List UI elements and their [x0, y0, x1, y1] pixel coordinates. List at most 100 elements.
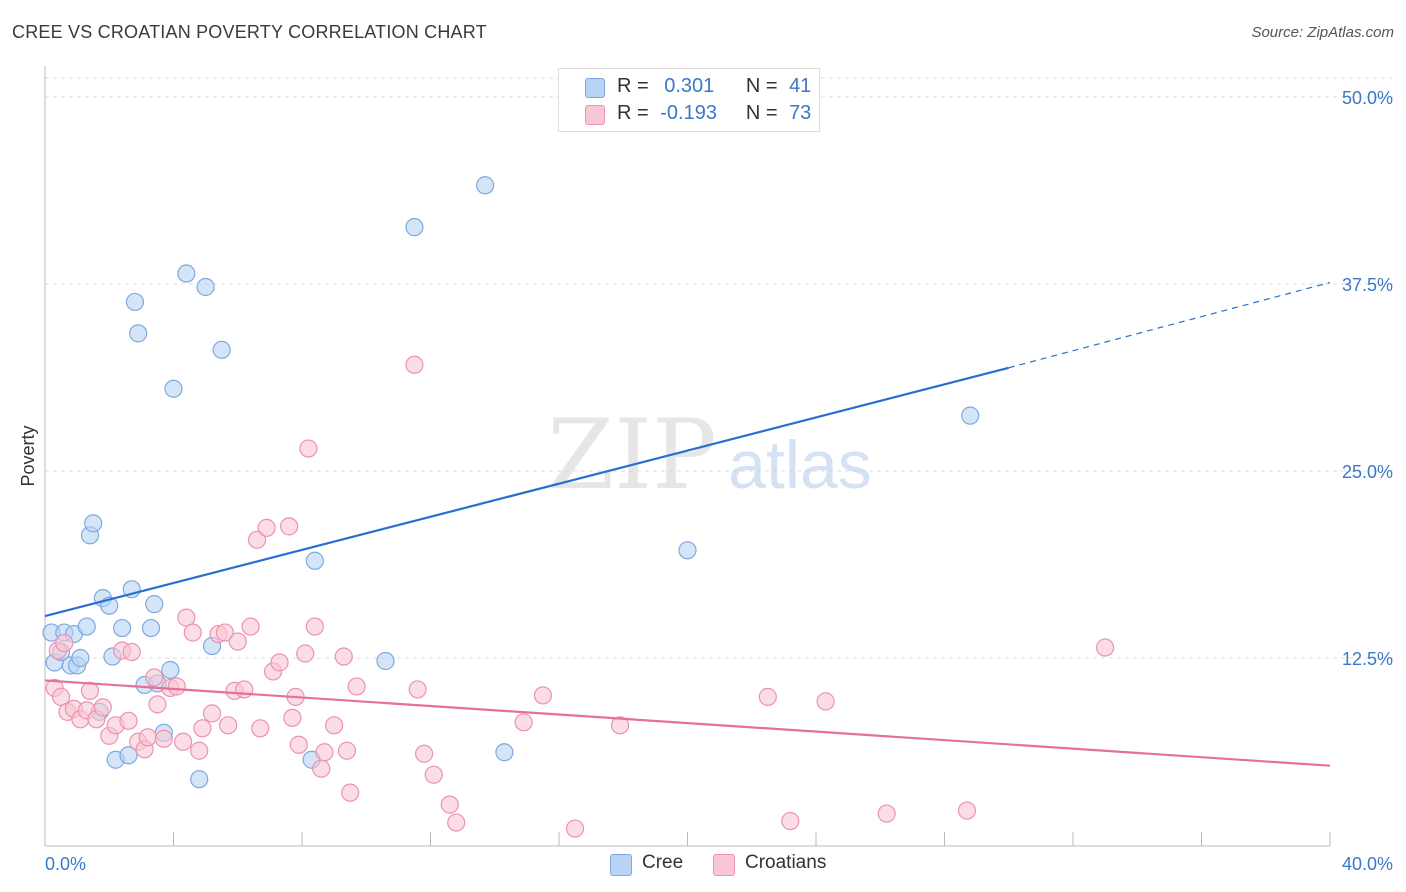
cree-point — [164, 379, 183, 398]
cree-point — [77, 617, 96, 636]
legend-text-cree: R = 0.301 N = 41 — [617, 75, 811, 98]
croatian-point — [289, 735, 308, 754]
croatian-point — [447, 813, 466, 832]
croatian-point — [148, 695, 167, 714]
legend-r-label: R = — [617, 75, 649, 97]
croatian-point — [190, 741, 209, 760]
chart-source: Source: ZipAtlas.com — [1251, 24, 1394, 41]
cree-point — [305, 551, 324, 570]
croatian-point — [228, 632, 247, 651]
cree-point — [129, 324, 148, 343]
croatian-point — [55, 633, 74, 653]
croatian-point — [414, 744, 434, 763]
croatian-point — [312, 759, 331, 778]
croatian-point — [251, 719, 270, 738]
cree-trend-line — [44, 366, 1010, 618]
croatian-point — [138, 728, 157, 747]
croatian-point — [816, 692, 835, 711]
cree-point — [177, 264, 196, 283]
croatian-point — [93, 698, 112, 717]
croatian-point — [270, 653, 289, 672]
cree-point — [212, 340, 231, 359]
cree-point — [119, 746, 138, 765]
cree-point — [405, 218, 424, 237]
cree-point — [376, 651, 395, 671]
legend-n-value: 41 — [789, 75, 812, 97]
cree-point — [71, 648, 90, 668]
cree-point — [678, 541, 697, 560]
watermark: ZIP atlas — [547, 399, 871, 511]
croatian-point — [533, 686, 553, 705]
croatian-point — [80, 681, 100, 701]
croatian-trend-line — [44, 679, 1331, 767]
x-tick-label: 0.0% — [45, 854, 86, 874]
legend-swatch-croatians — [585, 105, 605, 125]
croatian-point — [758, 687, 777, 706]
croatian-point — [957, 801, 977, 820]
legend-n-label: N = — [745, 75, 778, 97]
y-tick-label: 25.0% — [1342, 462, 1393, 482]
croatian-point — [296, 644, 315, 663]
croatian-point — [119, 711, 138, 730]
croatian-point — [215, 623, 234, 642]
bottom-legend-label-croatians: Croatians — [745, 852, 827, 873]
cree-point — [190, 770, 209, 789]
croatian-point — [347, 677, 366, 696]
cree-trend-line-extension — [1008, 281, 1331, 369]
croatian-point — [241, 617, 260, 636]
croatian-point — [193, 719, 212, 738]
legend: R = 0.301 N = 41 R = -0.193 N = 73 — [558, 68, 820, 132]
watermark-zip: ZIP — [547, 399, 716, 511]
tick-label-layer: 12.5% 25.0% 37.5% 50.0% 0.0% 40.0% — [45, 88, 1393, 874]
croatian-point — [334, 647, 353, 666]
legend-text-croatians: R = -0.193 N = 73 — [617, 102, 811, 125]
grid-layer — [45, 77, 1393, 659]
croatian-point — [1096, 638, 1115, 657]
cree-point — [961, 406, 980, 425]
croatian-point — [305, 617, 324, 636]
y-tick-label: 12.5% — [1342, 649, 1393, 669]
croatian-point — [315, 743, 334, 762]
trend-layer — [44, 281, 1331, 767]
cree-point — [161, 660, 180, 680]
croatian-point — [781, 811, 800, 831]
croatian-point — [514, 713, 533, 732]
croatian-point — [167, 677, 186, 696]
y-tick-label: 37.5% — [1342, 275, 1393, 295]
croatian-point — [280, 517, 299, 536]
legend-swatch-cree — [585, 78, 605, 98]
croatian-point — [408, 680, 427, 699]
croatian-point — [405, 355, 424, 374]
y-tick-label: 50.0% — [1342, 88, 1393, 108]
legend-r-label: R = — [617, 102, 649, 124]
croatian-point — [325, 716, 344, 735]
chart-title: CREE VS CROATIAN POVERTY CORRELATION CHA… — [12, 22, 487, 42]
croatian-point — [177, 608, 196, 627]
legend-r-value: -0.193 — [660, 102, 717, 124]
cree-point — [141, 618, 161, 638]
croatian-point — [337, 741, 357, 760]
croatian-point — [257, 518, 276, 537]
cree-point — [112, 618, 132, 638]
bottom-legend-label-cree: Cree — [642, 852, 684, 873]
croatian-point — [440, 795, 459, 814]
croatian-point — [183, 623, 202, 642]
cree-point — [125, 292, 145, 312]
cree-point — [476, 176, 495, 195]
axis-layer — [44, 66, 1331, 847]
points-layer — [42, 176, 1115, 838]
croatian-point — [122, 642, 141, 662]
croatian-point — [219, 716, 238, 735]
x-tick-label: 40.0% — [1342, 854, 1393, 874]
legend-n-label: N = — [745, 102, 778, 124]
croatian-point — [610, 716, 630, 735]
croatian-point — [202, 704, 222, 723]
bottom-legend-swatch-croatians — [713, 854, 735, 876]
bottom-legend-swatch-cree — [610, 854, 632, 876]
croatian-point — [565, 819, 585, 838]
cree-point — [84, 514, 103, 533]
croatian-point — [51, 687, 71, 706]
legend-row-croatians: R = -0.193 N = 73 — [559, 100, 819, 128]
croatian-point — [145, 668, 164, 687]
